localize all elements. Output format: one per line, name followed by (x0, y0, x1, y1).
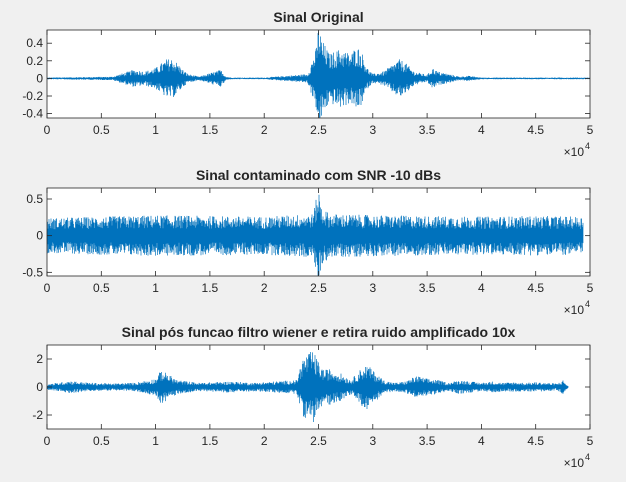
x-tick-label: 0 (44, 123, 51, 137)
x-tick-label: 3.5 (419, 281, 436, 295)
subplot-title: Sinal Original (273, 9, 363, 25)
y-tick-label: -0.4 (22, 107, 43, 121)
x-tick-label: 2 (261, 281, 268, 295)
x-tick-label: 0.5 (93, 123, 110, 137)
signal-line (47, 352, 569, 423)
x-tick-label: 4.5 (527, 123, 544, 137)
x-tick-label: 2.5 (310, 434, 327, 448)
x-multiplier-exponent: 4 (585, 141, 590, 151)
x-multiplier-exponent: 4 (585, 299, 590, 309)
x-tick-label: 1 (152, 123, 159, 137)
x-tick-label: 0 (44, 434, 51, 448)
x-multiplier-base: ×10 (564, 145, 585, 159)
x-tick-label: 4 (478, 434, 485, 448)
x-tick-label: 3.5 (419, 123, 436, 137)
x-tick-label: 1 (152, 434, 159, 448)
y-tick-label: 0.2 (26, 54, 43, 68)
y-tick-label: 0 (36, 229, 43, 243)
x-tick-label: 1.5 (202, 123, 219, 137)
x-tick-label: 1.5 (202, 434, 219, 448)
y-tick-label: 2 (36, 352, 43, 366)
x-multiplier-base: ×10 (564, 303, 585, 317)
x-multiplier-base: ×10 (564, 456, 585, 470)
x-tick-label: 3 (369, 123, 376, 137)
x-tick-label: 2.5 (310, 123, 327, 137)
x-tick-label: 4 (478, 123, 485, 137)
subplot-title: Sinal contaminado com SNR -10 dBs (196, 167, 441, 183)
x-tick-label: 2 (261, 434, 268, 448)
signal-line (47, 31, 590, 118)
y-tick-label: 0 (36, 380, 43, 394)
y-tick-label: 0.4 (26, 36, 43, 50)
subplot-1: 0 0.5 1 1.5 2 2.5 3 3.5 4 4.5 5 -0.4 -0.2 0 0.2 0.4 Sina… (22, 9, 593, 159)
x-multiplier-exponent: 4 (585, 452, 590, 462)
x-tick-label: 3.5 (419, 434, 436, 448)
y-tick-label: -0.5 (22, 265, 43, 279)
x-tick-label: 0.5 (93, 434, 110, 448)
x-tick-label: 4.5 (527, 281, 544, 295)
x-tick-label: 2 (261, 123, 268, 137)
x-tick-label: 2.5 (310, 281, 327, 295)
x-tick-label: 1.5 (202, 281, 219, 295)
y-tick-label: -0.2 (22, 89, 43, 103)
y-tick-label: 0 (36, 71, 43, 85)
subplot-title: Sinal pós funcao filtro wiener e retira … (122, 324, 516, 340)
x-tick-label: 4 (478, 281, 485, 295)
x-tick-label: 5 (587, 434, 594, 448)
x-tick-label: 0 (44, 281, 51, 295)
x-tick-label: 5 (587, 123, 594, 137)
x-tick-label: 5 (587, 281, 594, 295)
x-tick-label: 3 (369, 434, 376, 448)
x-tick-label: 4.5 (527, 434, 544, 448)
x-tick-label: 3 (369, 281, 376, 295)
x-tick-label: 1 (152, 281, 159, 295)
signal-line (47, 194, 584, 276)
y-tick-label: -2 (32, 408, 43, 422)
y-tick-label: 0.5 (26, 192, 43, 206)
x-tick-label: 0.5 (93, 281, 110, 295)
